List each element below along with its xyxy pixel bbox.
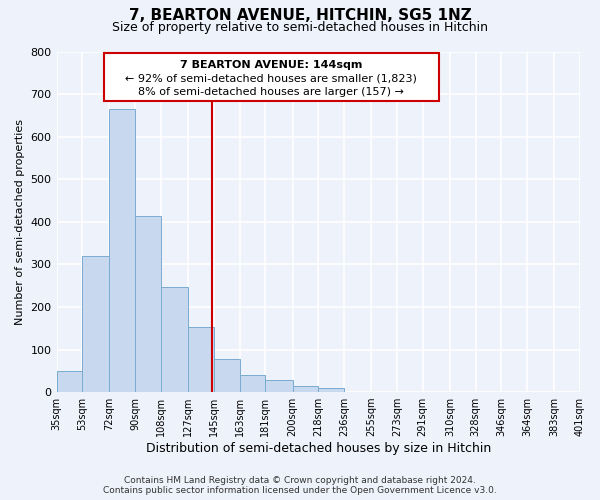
Bar — [82, 256, 109, 392]
Bar — [265, 380, 293, 392]
Bar — [56, 371, 82, 392]
Text: 7, BEARTON AVENUE, HITCHIN, SG5 1NZ: 7, BEARTON AVENUE, HITCHIN, SG5 1NZ — [128, 8, 472, 22]
Bar — [135, 216, 161, 392]
Bar — [239, 375, 265, 392]
X-axis label: Distribution of semi-detached houses by size in Hitchin: Distribution of semi-detached houses by … — [146, 442, 491, 455]
Bar — [109, 109, 135, 392]
Text: ← 92% of semi-detached houses are smaller (1,823): ← 92% of semi-detached houses are smalle… — [125, 74, 417, 84]
Bar — [161, 286, 188, 392]
Text: Contains HM Land Registry data © Crown copyright and database right 2024.
Contai: Contains HM Land Registry data © Crown c… — [103, 476, 497, 495]
FancyBboxPatch shape — [104, 53, 439, 101]
Bar — [293, 386, 318, 392]
Bar — [214, 359, 239, 392]
Text: 8% of semi-detached houses are larger (157) →: 8% of semi-detached houses are larger (1… — [138, 88, 404, 98]
Bar — [318, 388, 344, 392]
Bar — [188, 327, 214, 392]
Text: Size of property relative to semi-detached houses in Hitchin: Size of property relative to semi-detach… — [112, 21, 488, 34]
Text: 7 BEARTON AVENUE: 144sqm: 7 BEARTON AVENUE: 144sqm — [180, 60, 362, 70]
Y-axis label: Number of semi-detached properties: Number of semi-detached properties — [15, 119, 25, 325]
